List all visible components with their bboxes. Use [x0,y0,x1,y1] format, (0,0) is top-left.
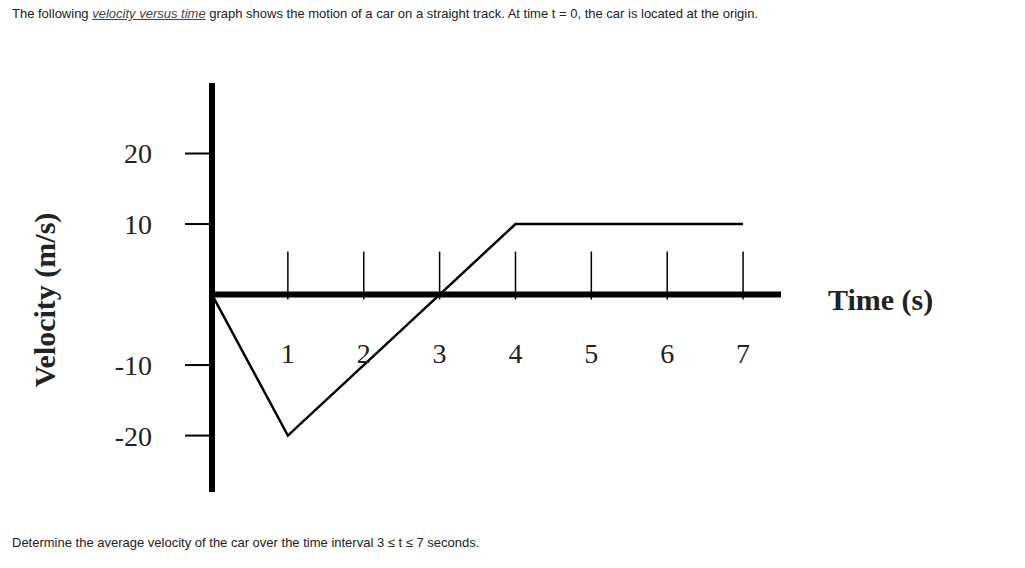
svg-text:5: 5 [584,338,598,369]
svg-text:4: 4 [508,338,522,369]
html-text:Velocity (m/s): Velocity (m/s) [28,212,61,388]
svg-text:7: 7 [736,338,750,369]
html-text:Time (s): Time (s) [828,283,934,316]
svg-text:10: 10 [124,209,152,240]
svg-text:-10: -10 [115,350,152,381]
svg-text:-20: -20 [115,421,152,452]
svg-text:20: 20 [124,138,152,169]
svg-text:1: 1 [281,338,295,369]
svg-text:6: 6 [660,338,674,369]
html-text:Determine the average velocity: Determine the average velocity of the ca… [12,535,480,550]
html-text:The following velocity versus: The following velocity versus time graph… [12,6,759,21]
svg-text:3: 3 [433,338,447,369]
svg-text:2: 2 [357,338,371,369]
